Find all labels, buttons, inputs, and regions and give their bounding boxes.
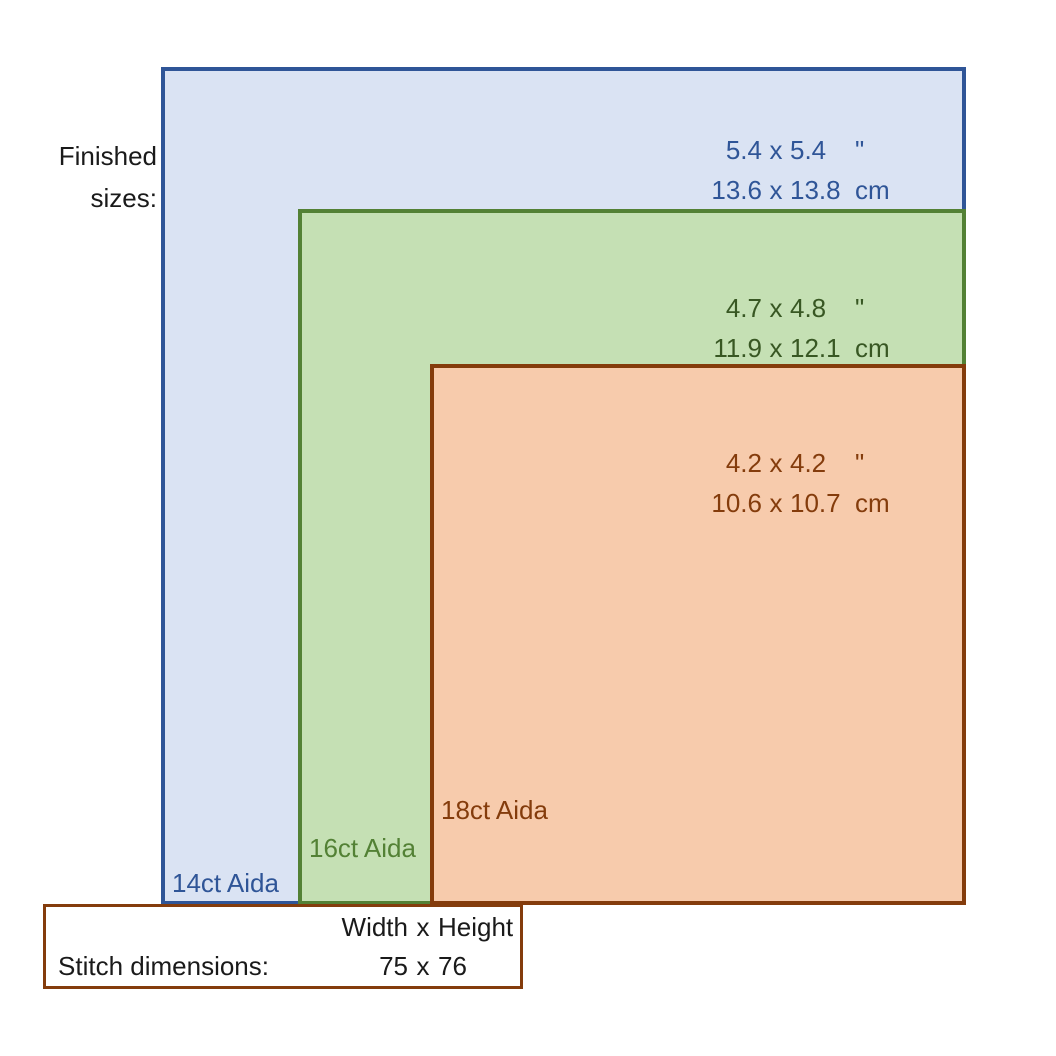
dimensions-16ct-aida: 4.7 x 4.8 " 11.9 x 12.1 cm [700, 288, 963, 368]
dimensions-18ct-inches: 4.2 x 4.2 " [700, 443, 963, 483]
dimensions-14ct-aida: 5.4 x 5.4 " 13.6 x 13.8 cm [700, 130, 963, 210]
stitch-dimensions-box: Width x Height Stitch dimensions: 75 x 7… [43, 904, 523, 989]
inches-unit: " [855, 293, 865, 323]
multiply-sign: x [769, 448, 783, 478]
stitch-header-spacer [46, 908, 338, 947]
dimensions-16ct-inches: 4.7 x 4.8 " [700, 288, 963, 328]
width-cm-value: 11.9 [713, 333, 762, 363]
height-cm-value: 13.8 [790, 175, 841, 205]
cm-unit: cm [855, 333, 890, 363]
inches-unit: " [855, 448, 865, 478]
dimensions-18ct-aida: 4.2 x 4.2 " 10.6 x 10.7 cm [700, 443, 963, 523]
stitch-dimensions-label: Stitch dimensions: [58, 951, 269, 981]
multiply-sign: x [769, 175, 783, 205]
width-inches-value: 5.4 [725, 135, 762, 165]
stitch-dimensions-table: Width x Height Stitch dimensions: 75 x 7… [46, 908, 520, 986]
finished-sizes-caption-line2: sizes: [90, 183, 157, 213]
width-cm-value: 10.6 [711, 488, 762, 518]
multiply-sign: x [769, 135, 783, 165]
multiply-sign: x [769, 293, 783, 323]
fabric-label-18ct-aida: 18ct Aida [441, 795, 548, 825]
dimensions-18ct-cm: 10.6 x 10.7 cm [700, 483, 963, 523]
finished-sizes-caption: Finished sizes: [20, 135, 157, 219]
width-inches-value: 4.2 [725, 448, 762, 478]
dimensions-14ct-inches: 5.4 x 5.4 " [700, 130, 963, 170]
multiply-sign: x [416, 951, 430, 981]
height-cm-value: 10.7 [790, 488, 841, 518]
multiply-sign: x [769, 333, 783, 363]
cm-unit: cm [855, 175, 890, 205]
stitch-width-value: 75 [379, 951, 408, 981]
inches-unit: " [855, 135, 865, 165]
fabric-rect-18ct-aida [430, 364, 966, 905]
cm-unit: cm [855, 488, 890, 518]
stitch-header-height: Height [438, 912, 514, 942]
width-cm-value: 13.6 [711, 175, 762, 205]
height-cm-value: 12.1 [790, 333, 841, 363]
height-inches-value: 4.2 [790, 448, 827, 478]
multiply-sign: x [769, 488, 783, 518]
height-inches-value: 4.8 [790, 293, 827, 323]
stitch-height-value: 76 [438, 951, 467, 981]
multiply-sign: x [416, 912, 430, 942]
dimensions-14ct-cm: 13.6 x 13.8 cm [700, 170, 963, 210]
finished-sizes-caption-line1: Finished [58, 141, 157, 171]
fabric-label-14ct-aida: 14ct Aida [172, 868, 279, 898]
fabric-label-16ct-aida: 16ct Aida [309, 833, 416, 863]
width-inches-value: 4.7 [725, 293, 762, 323]
dimensions-16ct-cm: 11.9 x 12.1 cm [700, 328, 963, 368]
stitch-header-width: Width [341, 912, 408, 942]
height-inches-value: 5.4 [790, 135, 827, 165]
